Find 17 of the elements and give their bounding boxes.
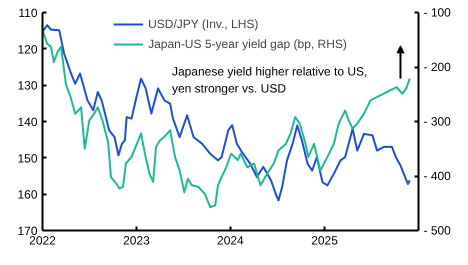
x-tick-label: 2025 (311, 234, 338, 248)
x-tick-label: 2024 (217, 234, 244, 248)
y2-tick-label: - 200 (424, 60, 452, 74)
y-tick-label: 130 (17, 78, 38, 93)
y2-tick-label: - 400 (424, 169, 452, 183)
y-tick-label: 160 (17, 188, 38, 202)
y-tick-label: 140 (17, 115, 38, 129)
x-tick-label: 2023 (123, 234, 150, 248)
annotation: Japanese yield higher relative to US, yen stronger vs. USD (172, 64, 368, 96)
y2-tick-label: - 500 (424, 224, 452, 238)
y-tick-label: 110 (18, 6, 38, 20)
y2-tick-label: - 100 (424, 6, 452, 20)
legend-label: Japan-US 5-year yield gap (bp, RHS) (148, 36, 347, 52)
legend-label: USD/JPY (Inv., LHS) (148, 16, 258, 32)
y-tick-label: 150 (17, 151, 38, 166)
y2-tick-label: - 300 (424, 114, 452, 128)
y-tick-label: 120 (17, 42, 38, 56)
